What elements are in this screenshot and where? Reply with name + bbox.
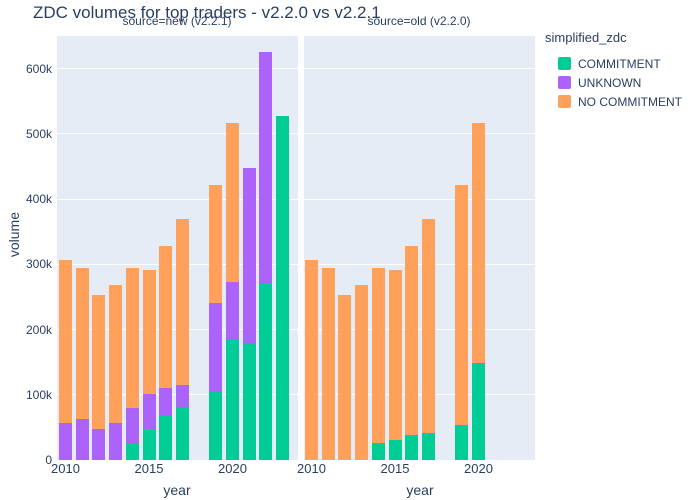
bar-2015-no-commitment[interactable] [142, 270, 156, 395]
gridline [304, 329, 535, 331]
x-axis-title-new: year [163, 482, 191, 498]
bar-2014-no-commitment[interactable] [125, 267, 139, 409]
y-tick-label: 400k [25, 192, 52, 207]
bar-2017-commitment[interactable] [421, 432, 435, 460]
y-tick-label: 500k [25, 126, 52, 141]
bar-2015-commitment[interactable] [388, 440, 402, 460]
x-tick-label: 2010 [51, 461, 80, 476]
bar-2012-no-commitment[interactable] [92, 294, 106, 430]
bar-2016-commitment[interactable] [405, 435, 419, 460]
bar-2019-no-commitment[interactable] [455, 185, 469, 425]
bar-2023-commitment[interactable] [276, 116, 290, 460]
bar-2012-unknown[interactable] [92, 429, 106, 460]
bar-2017-no-commitment[interactable] [175, 219, 189, 385]
bar-2014-commitment[interactable] [371, 443, 385, 460]
gridline [304, 394, 535, 396]
legend-title: simplified_zdc [545, 30, 627, 45]
bar-2020-commitment[interactable] [472, 363, 485, 460]
x-tick-label: 2015 [380, 461, 410, 476]
bar-2019-commitment[interactable] [455, 424, 469, 460]
y-axis-title: volume [6, 212, 22, 258]
bar-2010-no-commitment[interactable] [59, 259, 72, 423]
legend-swatch-icon [558, 95, 571, 108]
bar-2010-no-commitment[interactable] [305, 259, 318, 460]
legend-item-unknown[interactable]: UNKNOWN [545, 73, 682, 92]
bar-2016-no-commitment[interactable] [159, 246, 173, 388]
facet-label-old: source=old (v2.2.0) [367, 14, 471, 28]
y-tick-label: 300k [25, 257, 52, 272]
y-tick-label: 0 [45, 453, 52, 467]
bar-2015-commitment[interactable] [142, 428, 156, 460]
y-tick-label: 200k [25, 322, 52, 337]
bar-2020-no-commitment[interactable] [226, 123, 239, 282]
chart-title: ZDC volumes for top traders - v2.2.0 vs … [33, 3, 381, 22]
bar-2011-no-commitment[interactable] [321, 268, 335, 460]
facet-label-new: source=new (v2.2.1) [122, 14, 232, 28]
bar-2011-unknown[interactable] [75, 418, 89, 460]
bar-2020-unknown[interactable] [226, 281, 239, 339]
legend-item-no-commitment[interactable]: NO COMMITMENT [545, 92, 682, 111]
legend-item-commitment[interactable]: COMMITMENT [545, 54, 682, 73]
gridline [304, 68, 535, 70]
bar-2020-commitment[interactable] [226, 338, 239, 460]
x-tick-label: 2020 [218, 461, 247, 476]
gridline [57, 198, 298, 200]
bar-2014-commitment[interactable] [125, 443, 139, 460]
bar-2012-no-commitment[interactable] [338, 294, 352, 460]
x-tick-label: 2015 [134, 461, 164, 476]
bar-2020-no-commitment[interactable] [472, 123, 485, 364]
x-axis-title-old: year [406, 482, 434, 498]
bar-2014-no-commitment[interactable] [371, 267, 385, 444]
bar-2021-unknown[interactable] [242, 167, 256, 344]
legend-swatch-icon [558, 57, 571, 70]
bar-2010-unknown[interactable] [59, 422, 72, 460]
facet-panel-old [304, 36, 535, 460]
gridline [304, 263, 535, 265]
legend-swatch-icon [558, 76, 571, 89]
bar-2015-unknown[interactable] [142, 394, 156, 429]
bar-2022-unknown[interactable] [259, 52, 273, 284]
bar-2013-no-commitment[interactable] [109, 285, 123, 423]
bar-2019-commitment[interactable] [209, 391, 223, 460]
legend: simplified_zdc COMMITMENT UNKNOWN NO COMMI… [545, 30, 682, 111]
bar-2016-commitment[interactable] [159, 415, 173, 460]
legend-item-label: NO COMMITMENT [578, 94, 682, 109]
bar-2017-no-commitment[interactable] [421, 219, 435, 433]
bar-2016-unknown[interactable] [159, 387, 173, 416]
bar-2016-no-commitment[interactable] [405, 246, 419, 436]
bar-2019-unknown[interactable] [209, 302, 223, 392]
x-tick-label: 2010 [297, 461, 326, 476]
bar-2017-unknown[interactable] [175, 385, 189, 407]
gridline [57, 68, 298, 70]
legend-item-label: COMMITMENT [578, 56, 661, 71]
bar-2022-commitment[interactable] [259, 283, 273, 460]
gridline [57, 133, 298, 135]
y-tick-label: 100k [25, 387, 52, 402]
facet-panel-new [57, 36, 298, 460]
x-tick-label: 2020 [464, 461, 493, 476]
bar-2013-unknown[interactable] [109, 422, 123, 460]
bar-2021-commitment[interactable] [242, 343, 256, 460]
y-tick-label: 600k [25, 61, 52, 76]
bar-2015-no-commitment[interactable] [388, 270, 402, 441]
gridline [304, 198, 535, 200]
bar-2014-unknown[interactable] [125, 408, 139, 444]
bar-2017-commitment[interactable] [175, 406, 189, 460]
bar-2013-no-commitment[interactable] [355, 285, 369, 460]
bar-2019-no-commitment[interactable] [209, 185, 223, 303]
bar-2011-no-commitment[interactable] [75, 268, 89, 419]
gridline [304, 133, 535, 135]
legend-item-label: UNKNOWN [578, 75, 642, 90]
